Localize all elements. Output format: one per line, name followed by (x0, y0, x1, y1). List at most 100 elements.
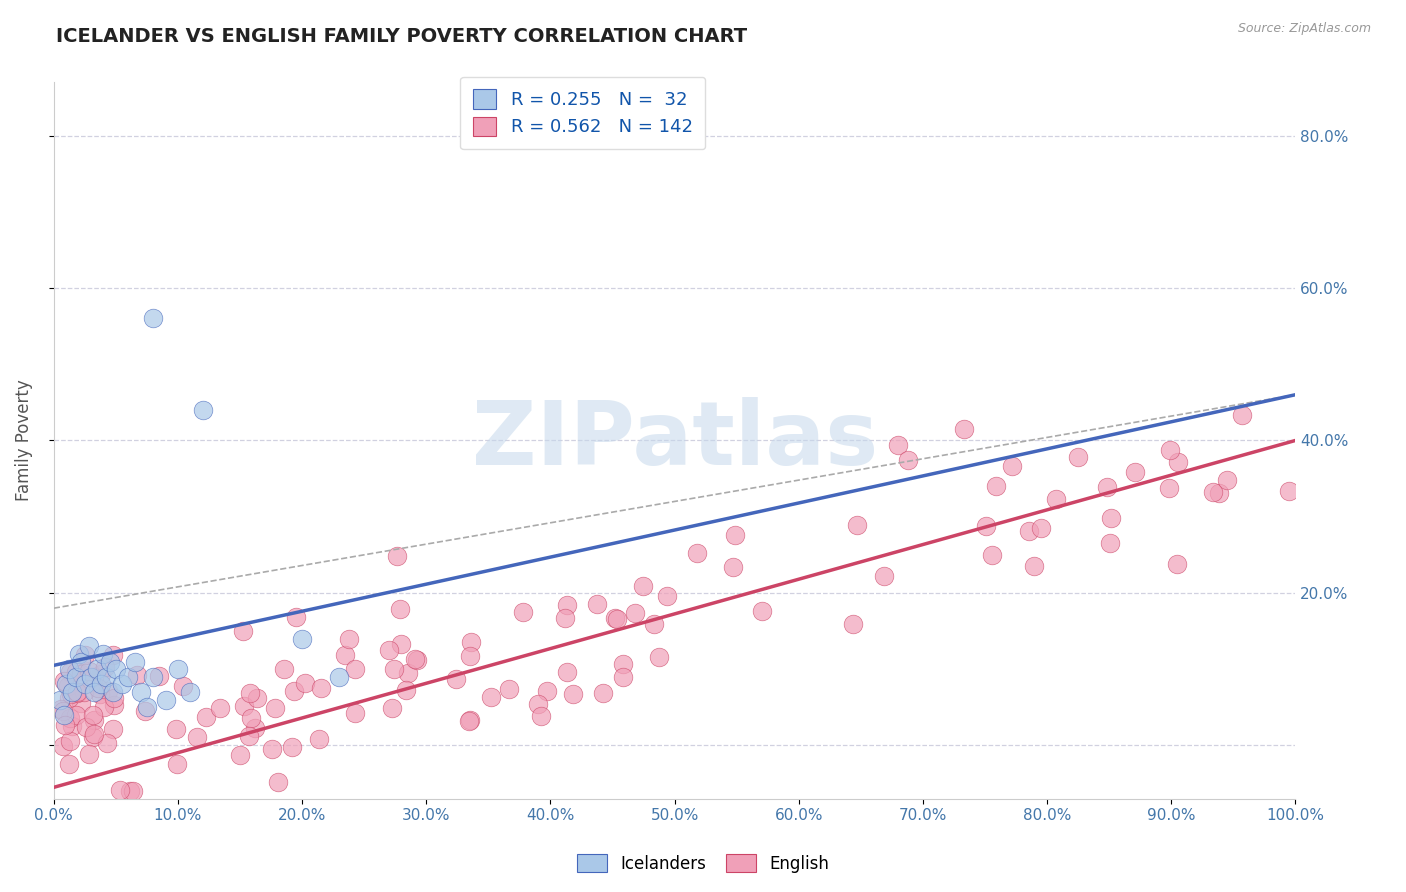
Point (1159, 442, 1181, 457)
Point (83, 726, 105, 740)
Point (239, 686, 262, 700)
Point (530, 709, 553, 723)
Point (93, 700, 115, 714)
Text: ICELANDER VS ENGLISH FAMILY POVERTY CORRELATION CHART: ICELANDER VS ENGLISH FAMILY POVERTY CORR… (56, 27, 748, 45)
Point (612, 657, 634, 671)
Point (686, 546, 709, 560)
Point (65, 670, 87, 684)
Point (70, 655, 93, 669)
Point (83, 714, 105, 728)
Point (381, 700, 404, 714)
Point (103, 691, 125, 706)
Point (103, 698, 125, 713)
Point (103, 685, 125, 699)
Point (280, 740, 302, 755)
Point (1278, 484, 1301, 499)
Point (458, 713, 481, 727)
Point (65, 665, 87, 679)
Point (82, 707, 104, 722)
Point (592, 686, 614, 700)
Text: ZIPatlas: ZIPatlas (471, 397, 877, 484)
Point (389, 602, 412, 616)
Point (643, 617, 665, 632)
Point (73, 677, 96, 691)
Point (612, 670, 634, 684)
Point (125, 668, 148, 682)
Point (52, 704, 75, 718)
Point (1067, 450, 1090, 464)
Point (385, 549, 408, 564)
Point (897, 452, 920, 467)
Point (94, 660, 117, 674)
Point (343, 706, 366, 721)
Point (1123, 465, 1146, 479)
Point (82, 730, 104, 744)
Point (62, 685, 84, 699)
Point (562, 687, 585, 701)
Point (1208, 486, 1230, 500)
Point (260, 742, 283, 756)
Point (1097, 480, 1119, 494)
Point (229, 747, 252, 762)
Point (73, 685, 96, 699)
Point (406, 653, 429, 667)
Point (536, 684, 558, 698)
Point (396, 666, 419, 681)
Point (117, 670, 139, 684)
Point (80, 670, 103, 684)
Point (59, 665, 82, 679)
Point (167, 662, 190, 676)
Point (58, 757, 80, 772)
Point (294, 676, 316, 690)
Point (86, 662, 108, 676)
Point (87, 681, 110, 695)
Point (83, 685, 105, 699)
Point (67, 647, 90, 661)
Point (104, 662, 127, 676)
Point (52, 673, 75, 688)
Point (77, 640, 100, 654)
Legend: Icelanders, English: Icelanders, English (569, 847, 837, 880)
Point (554, 610, 576, 624)
Point (90, 677, 112, 691)
Point (51, 702, 73, 716)
Text: Source: ZipAtlas.com: Source: ZipAtlas.com (1237, 22, 1371, 36)
Point (94, 670, 117, 684)
Point (721, 560, 744, 574)
Point (1216, 473, 1239, 487)
Point (245, 690, 267, 705)
Point (52, 707, 75, 722)
Point (458, 714, 481, 728)
Point (73, 648, 96, 662)
Point (165, 722, 187, 736)
Point (55, 718, 77, 732)
Point (308, 732, 330, 747)
Point (1166, 557, 1188, 571)
Point (60, 719, 83, 733)
Point (887, 438, 910, 452)
Point (291, 632, 314, 646)
Point (195, 709, 218, 723)
Point (56, 679, 79, 693)
Point (264, 701, 287, 715)
Point (557, 598, 579, 612)
Point (873, 569, 896, 583)
Point (606, 612, 628, 626)
Point (69, 667, 91, 681)
Point (101, 722, 124, 736)
Point (481, 690, 503, 705)
Point (1022, 558, 1045, 573)
Point (267, 775, 290, 789)
Point (49, 692, 72, 706)
Point (124, 655, 146, 669)
Point (460, 634, 482, 648)
Point (446, 672, 468, 686)
Point (58, 691, 80, 706)
Point (232, 698, 254, 713)
Point (166, 757, 188, 772)
Point (498, 681, 520, 696)
Y-axis label: Family Poverty: Family Poverty (15, 380, 32, 501)
Point (77, 664, 100, 678)
Point (1157, 482, 1180, 496)
Point (209, 701, 232, 715)
